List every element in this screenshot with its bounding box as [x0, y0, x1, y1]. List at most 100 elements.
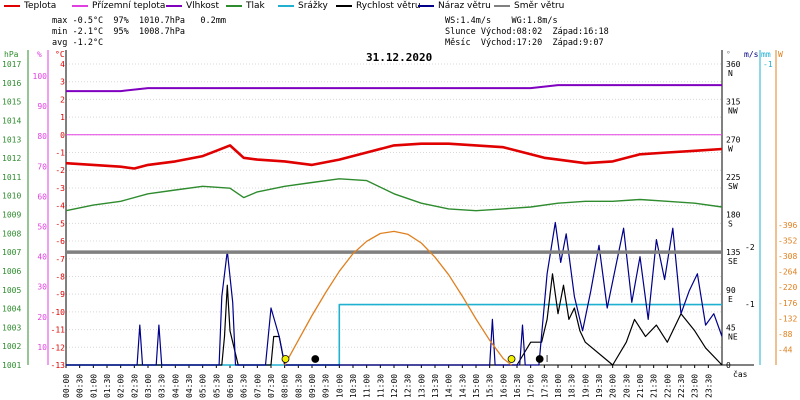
ms-unit-label: m/s	[744, 50, 759, 59]
time-tick-label: 18:00	[554, 374, 563, 398]
pct-tick-label: 70	[37, 162, 47, 171]
dir-tick-label: 0	[726, 361, 731, 370]
legend-label: Směr větru	[514, 1, 565, 11]
legend-item: Směr větru	[494, 1, 564, 11]
legend-label: Teplota	[24, 1, 57, 11]
time-tick-label: 23:30	[704, 374, 713, 398]
time-tick-label: 22:30	[677, 374, 686, 398]
sunrise-marker	[281, 355, 290, 363]
temp-tick-label: -9	[55, 290, 65, 299]
legend-label: Srážky	[298, 1, 328, 11]
time-tick-label: 08:30	[294, 374, 303, 398]
time-tick-label: 14:30	[458, 374, 467, 398]
series-line-rychlost-vetru	[66, 273, 723, 366]
time-tick-label: 11:30	[376, 374, 385, 398]
time-tick-label: 00:00	[62, 374, 71, 398]
chart-title: 31.12.2020	[366, 51, 433, 64]
ms-tick-label: -1	[745, 300, 755, 309]
legend-swatch	[278, 4, 294, 7]
time-tick-label: 13:00	[417, 374, 426, 398]
dir-tick-label: 225	[726, 173, 741, 182]
time-tick-label: 21:00	[636, 374, 645, 398]
temp-tick-label: -7	[55, 255, 65, 264]
hpa-tick-label: 1017	[2, 60, 21, 69]
temp-tick-label: -2	[55, 166, 65, 175]
temp-tick-label: 0	[60, 131, 65, 140]
w-unit-label: W	[778, 50, 783, 59]
w-tick-label: -264	[778, 268, 797, 277]
time-tick-label: 07:30	[267, 374, 276, 398]
time-tick-label: 03:30	[158, 374, 167, 398]
sunset-marker	[507, 355, 516, 363]
legend-item: Teplota	[4, 1, 56, 11]
time-tick-label: 02:00	[117, 374, 126, 398]
w-tick-label: -176	[778, 299, 797, 308]
time-tick-label: 20:30	[622, 374, 631, 398]
temp-tick-label: -8	[55, 272, 65, 281]
time-tick-label: 04:00	[171, 374, 180, 398]
hpa-tick-label: 1005	[2, 286, 21, 295]
hpa-tick-label: 1009	[2, 211, 21, 220]
pct-unit-label: %	[37, 50, 42, 59]
mm-tick-label: -1	[763, 60, 773, 69]
series-line-naraz-vetru	[66, 221, 723, 366]
series-line-teplota	[65, 142, 723, 170]
time-tick-label: 00:30	[76, 374, 85, 398]
hpa-tick-label: 1012	[2, 154, 21, 163]
time-tick-label: 16:00	[499, 374, 508, 398]
time-tick-label: 23:00	[691, 374, 700, 398]
time-tick-label: 15:00	[472, 374, 481, 398]
dir-unit-label: °	[726, 50, 731, 59]
series-line-tlak	[65, 178, 723, 212]
hpa-tick-label: 1003	[2, 323, 21, 332]
series-line-srazky	[66, 303, 722, 366]
temp-tick-label: 2	[60, 95, 65, 104]
time-tick-label: 06:00	[226, 374, 235, 398]
legend-swatch	[72, 4, 88, 7]
hpa-tick-label: 1011	[2, 173, 21, 182]
time-tick-label: 17:30	[540, 374, 549, 398]
w-tick-label: -44	[778, 345, 793, 354]
dir-tick-label: 45	[726, 323, 736, 332]
time-tick-label: 04:30	[185, 374, 194, 398]
series-line-vlhkost	[66, 84, 722, 93]
temp-tick-label: -1	[55, 149, 65, 158]
dir-compass-label: NE	[728, 332, 738, 341]
legend-swatch	[494, 4, 510, 7]
time-tick-label: 20:00	[609, 374, 618, 398]
dir-compass-label: N	[728, 69, 733, 78]
legend-label: Vlhkost	[186, 1, 219, 11]
time-tick-label: 08:00	[281, 374, 290, 398]
pct-tick-label: 20	[37, 313, 47, 322]
legend-swatch	[4, 4, 20, 7]
time-tick-label: 01:30	[103, 374, 112, 398]
w-tick-label: -220	[778, 283, 797, 292]
time-tick-label: 14:00	[445, 374, 454, 398]
time-tick-label: 10:00	[335, 374, 344, 398]
temp-tick-label: -6	[55, 237, 65, 246]
hpa-unit-label: hPa	[4, 50, 19, 59]
time-tick-label: 05:30	[212, 374, 221, 398]
dir-compass-label: S	[728, 220, 733, 229]
time-tick-label: 07:00	[253, 374, 262, 398]
time-tick-label: 17:00	[527, 374, 536, 398]
pct-tick-label: 60	[37, 192, 47, 201]
legend-item: Náraz větru	[418, 1, 491, 11]
dir-tick-label: 135	[726, 248, 741, 257]
dir-tick-label: 180	[726, 211, 741, 220]
legend-label: Tlak	[246, 1, 265, 11]
dir-tick-label: 270	[726, 135, 741, 144]
stats-block: max -0.5°C 97% 1010.7hPa 0.2mm min -2.1°C…	[52, 16, 226, 49]
legend-item: Tlak	[226, 1, 265, 11]
hpa-tick-label: 1013	[2, 135, 21, 144]
pct-tick-label: 10	[37, 343, 47, 352]
pct-tick-label: 30	[37, 283, 47, 292]
time-tick-label: 13:30	[431, 374, 440, 398]
dir-compass-label: E	[728, 295, 733, 304]
time-tick-label: 02:30	[130, 374, 139, 398]
temp-unit-label: °C	[55, 50, 65, 59]
stats-avg: avg -1.2°C	[52, 38, 104, 48]
legend-item: Vlhkost	[166, 1, 219, 11]
pct-tick-label: 40	[37, 253, 47, 262]
time-tick-label: 12:30	[404, 374, 413, 398]
